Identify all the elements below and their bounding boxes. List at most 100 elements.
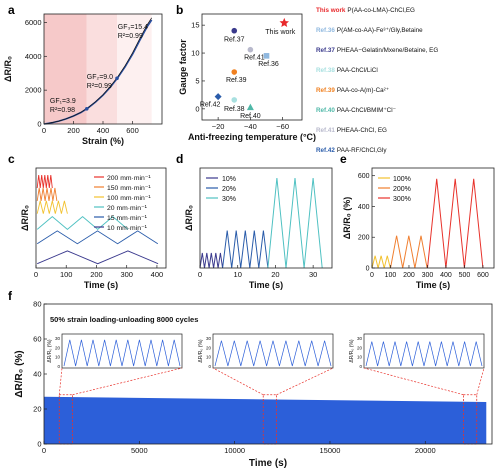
data-point-square: [263, 53, 270, 59]
x-tick-label: 300: [422, 272, 434, 279]
inset-y-tick-label: 20: [55, 345, 61, 350]
data-point-circle: [231, 69, 238, 75]
point-label: Ref.39: [226, 77, 247, 84]
zoom-connector: [58, 367, 63, 395]
x-axis-label: Time (s): [416, 280, 450, 290]
legend-entry: Ref.40 PAA-ChCl/BMIM⁺Cl⁻: [316, 107, 396, 114]
x-tick-label: 0: [370, 272, 374, 279]
panel-c-frame: [35, 167, 167, 269]
r2-annotation: R²=0.99: [87, 83, 112, 90]
legend-ref: Ref.41: [316, 127, 335, 134]
x-axis-label: Time (s): [84, 280, 118, 290]
x-tick-label: 0: [42, 446, 46, 455]
inset-frame: [212, 333, 334, 369]
y-axis-label: ΔR/R₀: [20, 205, 30, 231]
breakpoint-marker: [84, 106, 89, 111]
legend-label: 100 mm·min⁻¹: [107, 195, 151, 202]
y-tick-label: 0: [37, 440, 41, 449]
legend-label: 10 mm·min⁻¹: [107, 225, 148, 232]
panel-letter-a: a: [8, 3, 15, 17]
series-line: [267, 177, 323, 269]
point-label: Ref.36: [258, 61, 279, 68]
x-tick-label: −60: [276, 122, 289, 131]
fit-line: [43, 17, 152, 125]
legend-entry: Ref.39 PAA-co-A(m)-Ca²⁺: [316, 87, 389, 94]
point-label: Ref.41: [244, 55, 265, 62]
panel-letter-b: b: [176, 3, 183, 17]
y-tick-label: 0: [195, 104, 199, 113]
x-tick-label: 200: [67, 126, 80, 135]
legend-text: P(AM-co-AA)-Fe³⁺/Gly,Betaine: [337, 27, 423, 34]
y-tick-label: 400: [358, 204, 370, 211]
inset-y-tick-label: 30: [206, 336, 212, 341]
chart-title: 50% strain loading-unloading 8000 cycles: [50, 315, 198, 324]
series-line: [36, 230, 159, 245]
y-axis-label: ΔR/R₀: [184, 205, 194, 231]
legend-text: PAA-ChCl/LiCl: [337, 67, 378, 74]
data-point-circle: [247, 46, 254, 53]
panel-letter-c: c: [8, 152, 15, 166]
y-tick-label: 600: [358, 173, 370, 180]
legend-label: 300%: [393, 196, 411, 203]
inset-y-tick-label: 0: [57, 364, 60, 369]
legend-text: P(AA-co-LMA)-ChCl,EG: [347, 7, 415, 14]
inset-y-tick-label: 0: [208, 364, 211, 369]
legend-label: 200 mm·min⁻¹: [107, 175, 151, 182]
r2-annotation: R²=0.98: [50, 107, 75, 114]
x-axis-label: Anti-freezing temperature (°C): [188, 132, 316, 142]
inset-series-line: [365, 341, 483, 367]
strain-region: [86, 14, 118, 124]
legend-text: PAA-ChCl/BMIM⁺Cl⁻: [337, 107, 396, 114]
x-tick-label: 100: [60, 270, 73, 279]
y-tick-label: 60: [33, 335, 41, 344]
breakpoint-marker: [115, 76, 119, 81]
panel-b-frame: [201, 13, 303, 121]
x-tick-label: 500: [459, 272, 471, 279]
y-tick-label: 20: [33, 405, 41, 414]
zoom-connector: [363, 367, 464, 396]
y-tick-label: 10: [191, 49, 199, 58]
series-line: [222, 230, 269, 269]
legend-text: PAA-co-A(m)-Ca²⁺: [337, 87, 389, 94]
y-tick-label: 0: [366, 266, 370, 273]
point-label: Ref.40: [240, 113, 261, 120]
y-tick-label: 40: [33, 370, 41, 379]
y-axis-label: ΔR/R₀ (%): [14, 350, 25, 397]
legend-entry: Ref.36 P(AM-co-AA)-Fe³⁺/Gly,Betaine: [316, 27, 423, 34]
data-point-circle: [231, 97, 238, 103]
legend-entry: Ref.37 PHEAA−Gelatin/Mxene/Betaine, EG: [316, 47, 438, 54]
zoom-connector: [212, 367, 264, 396]
x-tick-label: 30: [309, 270, 317, 279]
legend-entry: This work P(AA-co-LMA)-ChCl,EG: [316, 7, 415, 14]
panel-e-frame: [371, 167, 495, 269]
x-axis-label: Strain (%): [82, 136, 124, 146]
x-tick-label: 100: [385, 272, 397, 279]
y-tick-label: 5: [195, 76, 199, 85]
legend-label: 100%: [393, 176, 411, 183]
point-label: Ref.38: [224, 106, 245, 113]
legend-entry: Ref.38 PAA-ChCl/LiCl: [316, 67, 378, 74]
inset-y-tick-label: 30: [357, 336, 363, 341]
x-tick-label: 10: [234, 270, 242, 279]
x-tick-label: 20: [271, 270, 279, 279]
zoom-connector: [276, 367, 334, 396]
inset-y-tick-label: 10: [357, 355, 363, 360]
gf-annotation: GF₃=15.4: [118, 24, 148, 31]
inset-y-tick-label: 10: [206, 355, 212, 360]
panel-letter-f: f: [8, 289, 13, 303]
x-tick-label: 600: [126, 126, 139, 135]
inset-y-tick-label: 10: [55, 355, 61, 360]
x-tick-label: 20000: [415, 446, 436, 455]
legend-label: 20 mm·min⁻¹: [107, 205, 148, 212]
x-axis-label: Time (s): [249, 458, 287, 469]
inset-series-line: [214, 340, 332, 367]
x-tick-label: 0: [198, 270, 202, 279]
series-line: [390, 235, 428, 269]
legend-label: 30%: [222, 196, 236, 203]
series-line: [36, 200, 68, 214]
x-tick-label: 400: [151, 270, 164, 279]
x-tick-label: 5000: [131, 446, 148, 455]
legend-entry: Ref.42 PAA-RF/ChCl,Gly: [316, 147, 387, 154]
legend-label: 200%: [393, 186, 411, 193]
